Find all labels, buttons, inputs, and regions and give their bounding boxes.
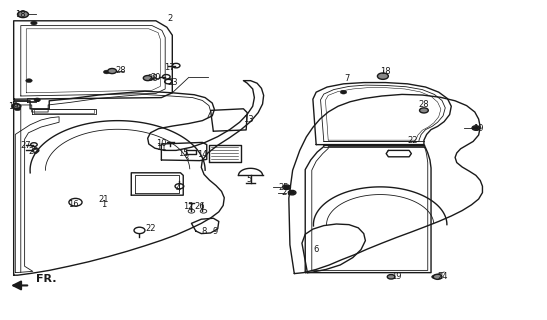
Text: 28: 28 — [418, 100, 429, 109]
Text: 27: 27 — [282, 188, 293, 197]
Circle shape — [103, 70, 110, 74]
Text: 22: 22 — [408, 136, 418, 145]
Text: 19: 19 — [391, 272, 402, 281]
Text: 21: 21 — [98, 195, 109, 204]
Text: 25: 25 — [278, 183, 289, 192]
Text: 28: 28 — [115, 66, 126, 75]
Circle shape — [388, 275, 394, 279]
Text: 4: 4 — [175, 184, 181, 193]
Circle shape — [31, 21, 37, 25]
Text: 17: 17 — [164, 63, 175, 72]
Circle shape — [380, 74, 386, 78]
Circle shape — [420, 108, 428, 113]
Text: 16: 16 — [68, 200, 79, 209]
Circle shape — [377, 73, 388, 79]
Text: 26: 26 — [194, 202, 205, 211]
Text: 11: 11 — [156, 143, 167, 152]
Text: 15: 15 — [178, 149, 189, 158]
Text: 22: 22 — [145, 224, 156, 233]
Text: 18: 18 — [380, 68, 391, 76]
Text: 12: 12 — [183, 202, 194, 211]
Circle shape — [108, 68, 117, 74]
Text: 10: 10 — [156, 139, 167, 148]
Circle shape — [18, 11, 28, 18]
Circle shape — [432, 275, 438, 279]
Circle shape — [283, 185, 290, 189]
Circle shape — [289, 191, 295, 195]
Text: 27: 27 — [20, 141, 31, 150]
Text: 20: 20 — [150, 73, 161, 82]
Circle shape — [340, 90, 347, 94]
Text: 7: 7 — [345, 74, 350, 83]
Text: FR.: FR. — [36, 274, 56, 284]
Circle shape — [26, 79, 32, 83]
Text: 25: 25 — [28, 148, 39, 156]
Text: 3: 3 — [183, 154, 189, 163]
Circle shape — [143, 76, 152, 81]
Text: 19: 19 — [473, 124, 484, 133]
Text: 18: 18 — [15, 10, 26, 19]
Text: 2: 2 — [167, 14, 172, 23]
Text: 19: 19 — [8, 102, 19, 111]
Circle shape — [387, 275, 395, 279]
Circle shape — [433, 274, 442, 279]
Circle shape — [34, 98, 40, 102]
Text: 8: 8 — [201, 228, 207, 236]
Text: 28: 28 — [148, 74, 159, 83]
Text: 1: 1 — [101, 200, 107, 209]
Text: 5: 5 — [246, 175, 252, 184]
Circle shape — [14, 107, 21, 111]
Text: 13: 13 — [243, 116, 254, 124]
Circle shape — [13, 104, 20, 108]
Text: 9: 9 — [212, 228, 218, 236]
Circle shape — [473, 126, 479, 130]
Text: 6: 6 — [313, 245, 319, 254]
Text: 23: 23 — [167, 78, 178, 87]
Text: 24: 24 — [438, 272, 449, 281]
Text: 14: 14 — [197, 150, 208, 159]
